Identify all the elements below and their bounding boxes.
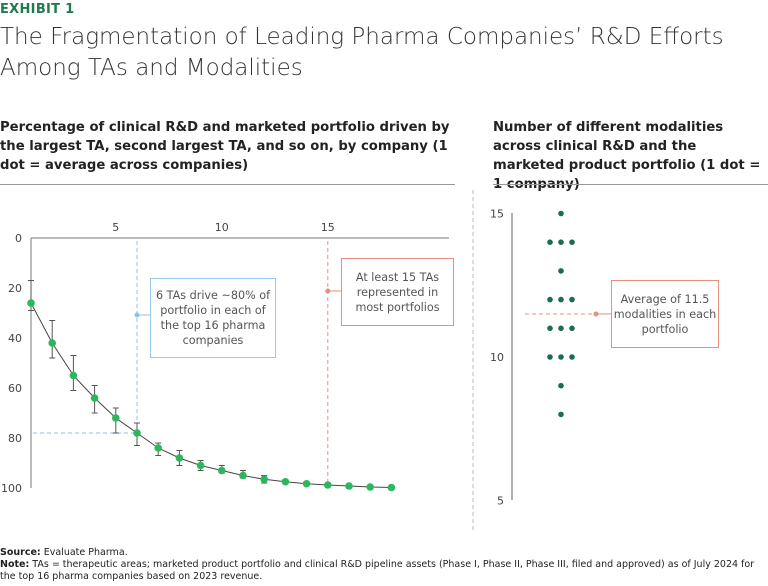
callout-average-modalities: Average of 11.5 modalities in each portf… <box>611 280 719 348</box>
data-point <box>196 461 205 470</box>
left-subtitle-note: (1 dot = average across companies) <box>0 139 448 173</box>
y-tick-label: 15 <box>490 208 504 221</box>
company-dot <box>547 354 553 360</box>
company-dot <box>558 210 564 217</box>
data-point <box>302 479 311 488</box>
company-dot <box>569 354 575 360</box>
data-point <box>281 477 290 486</box>
data-point <box>387 483 396 492</box>
data-point <box>27 299 35 307</box>
exhibit-label: EXHIBIT 1 <box>0 2 75 17</box>
x-tick-label: 15 <box>321 221 335 234</box>
data-point <box>366 483 375 491</box>
right-chart-subtitle: Number of different modalities across cl… <box>493 118 768 194</box>
callout-anchor-red <box>325 288 331 294</box>
company-dot <box>558 411 564 418</box>
callout-anchor <box>593 311 599 317</box>
data-point <box>90 394 99 402</box>
right-rule <box>493 184 768 185</box>
left-subtitle-text: Percentage of clinical R&D and marketed … <box>0 120 450 154</box>
left-rule <box>0 184 455 185</box>
y-tick-label: 40 <box>8 332 22 345</box>
right-chart: 5 10 15 <box>490 208 611 508</box>
company-dot <box>569 239 575 245</box>
left-chart: 5 10 15 0 20 40 60 80 100 <box>1 221 449 495</box>
data-point <box>260 475 269 484</box>
callout-fifteen-tas: At least 15 TAs represented in most port… <box>341 258 454 326</box>
y-tick-label: 5 <box>497 495 504 508</box>
callout-anchor-blue <box>134 312 140 318</box>
data-point <box>239 471 247 480</box>
y-tick-label: 80 <box>8 432 22 445</box>
right-subtitle-text: Number of different modalities across cl… <box>493 120 724 173</box>
x-tick-label: 10 <box>215 221 229 234</box>
data-point <box>48 339 56 347</box>
data-point <box>112 414 120 422</box>
callout-six-tas: 6 TAs drive ~80% of portfolio in each of… <box>150 278 276 358</box>
company-dot <box>547 325 553 332</box>
left-chart-subtitle: Percentage of clinical R&D and marketed … <box>0 118 465 175</box>
data-point <box>324 481 332 489</box>
company-dot <box>547 239 553 245</box>
footer: Source: Evaluate Pharma. Note: TAs = the… <box>0 547 760 583</box>
source-label: Source: <box>0 547 41 558</box>
company-dot <box>569 325 575 332</box>
y-tick-label: 100 <box>1 482 22 495</box>
company-dot <box>558 268 564 274</box>
company-dot <box>569 296 575 303</box>
company-dot <box>547 296 553 303</box>
data-point <box>345 482 353 490</box>
company-dot <box>558 325 564 332</box>
data-point <box>154 444 162 452</box>
company-dot <box>558 382 564 389</box>
company-dot <box>558 354 564 360</box>
y-tick-label: 20 <box>8 282 22 295</box>
company-dot <box>558 239 564 245</box>
x-tick-label: 5 <box>112 221 119 234</box>
data-point <box>175 454 184 462</box>
data-point <box>218 466 226 475</box>
y-tick-label: 60 <box>8 382 22 395</box>
company-dot <box>558 296 564 303</box>
y-tick-label: 10 <box>490 351 504 364</box>
y-tick-label: 0 <box>15 232 22 245</box>
note-label: Note: <box>0 559 30 570</box>
page-title: The Fragmentation of Leading Pharma Comp… <box>0 24 724 81</box>
data-point <box>133 429 141 437</box>
source-text: Evaluate Pharma. <box>43 547 128 558</box>
note-text: TAs = therapeutic areas; marketed produc… <box>0 559 755 582</box>
data-point <box>69 371 78 380</box>
